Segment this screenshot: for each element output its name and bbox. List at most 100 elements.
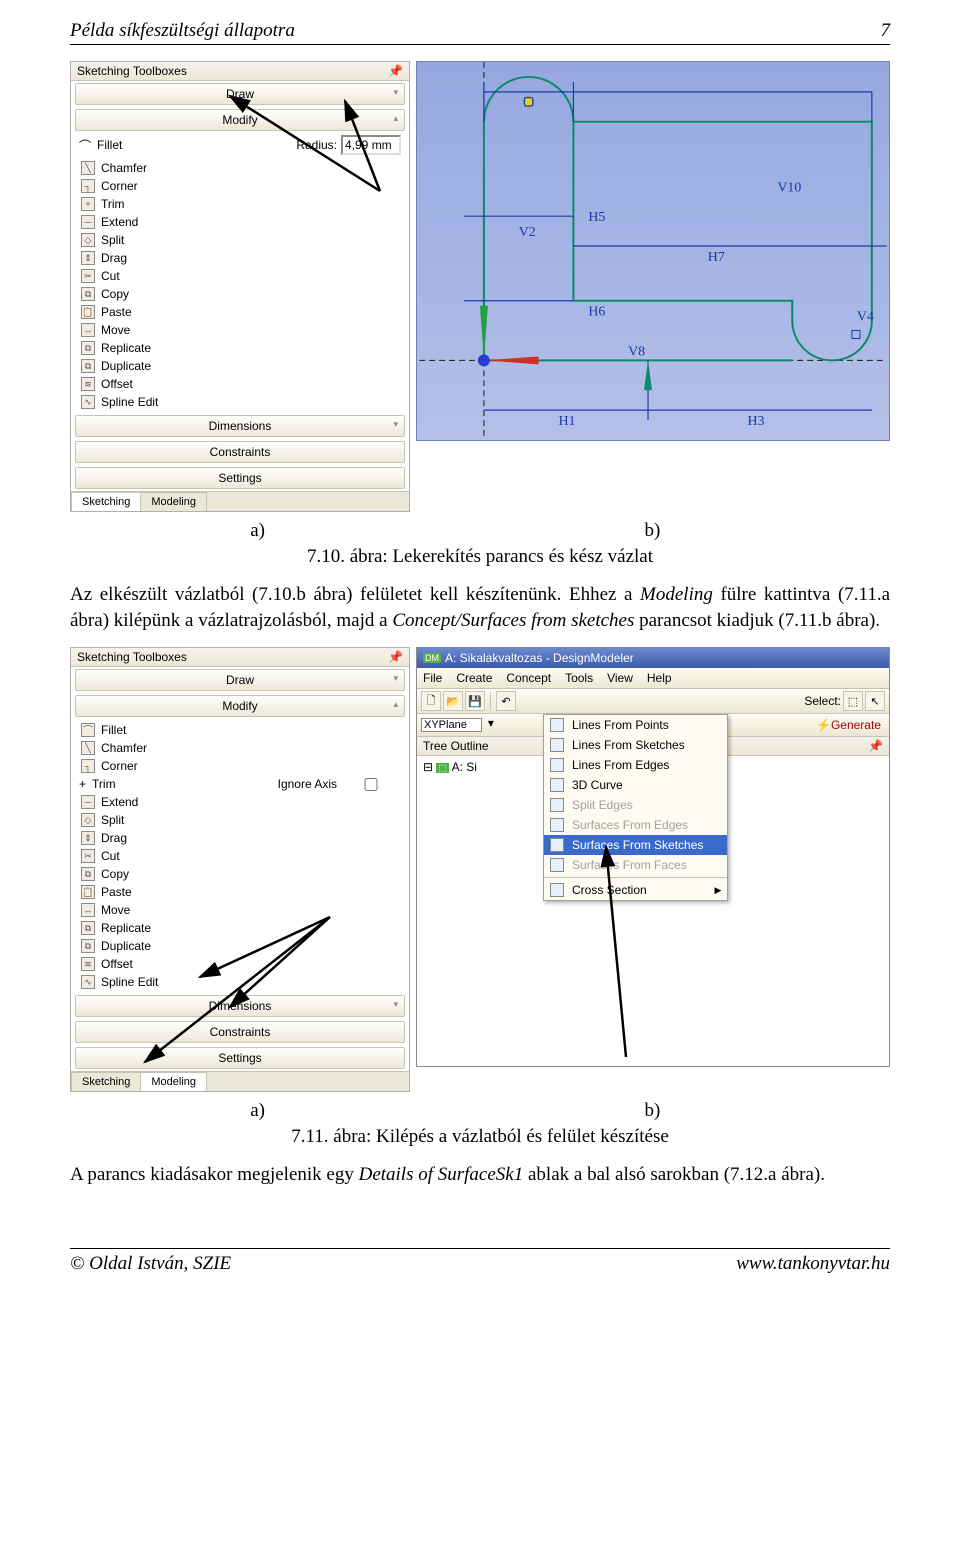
select-label: Select: (804, 694, 841, 708)
item-duplicate[interactable]: ⧉Duplicate (71, 357, 409, 375)
trim-label[interactable]: Trim (92, 777, 116, 791)
pin-icon[interactable]: 📌 (388, 64, 403, 78)
section-modify[interactable]: Modify (75, 695, 405, 717)
mi-lines-from-points[interactable]: Lines From Points (544, 715, 727, 735)
item-copy[interactable]: ⧉Copy (71, 285, 409, 303)
mi-icon (550, 883, 564, 897)
item-paste[interactable]: 📋Paste (71, 303, 409, 321)
mi-icon (550, 718, 564, 732)
mi-label: Split Edges (572, 798, 633, 812)
item-move[interactable]: ↔Move (71, 901, 409, 919)
item-split[interactable]: ◇ Split (71, 811, 409, 829)
sketching-toolboxes: Sketching Toolboxes 📌 Draw Modify ⌒ Fill… (70, 61, 410, 512)
plane-combo[interactable]: XYPlane (421, 718, 482, 732)
tab-sketching[interactable]: Sketching (71, 492, 141, 511)
menu-tools[interactable]: Tools (565, 671, 593, 685)
section-draw[interactable]: Draw (75, 669, 405, 691)
item-split[interactable]: ◇Split (71, 231, 409, 249)
item-drag[interactable]: ⇕Drag (71, 249, 409, 267)
item-move[interactable]: ↔Move (71, 321, 409, 339)
item-label: Split (101, 813, 124, 827)
section-dimensions[interactable]: Dimensions (75, 995, 405, 1017)
corner-icon: ┐ (81, 759, 95, 773)
section-constraints[interactable]: Constraints (75, 1021, 405, 1043)
ignore-axis-label: Ignore Axis (278, 777, 337, 791)
new-icon[interactable]: 🗋 (421, 691, 441, 711)
item-splineedit[interactable]: ∿Spline Edit (71, 393, 409, 411)
svg-text:V4: V4 (857, 310, 874, 325)
tab-modeling[interactable]: Modeling (140, 492, 207, 511)
item-paste[interactable]: 📋Paste (71, 883, 409, 901)
caption-7-10-labels: a) b) (70, 520, 890, 542)
mi-surf-from-sketches[interactable]: Surfaces From Sketches (544, 835, 727, 855)
select-icon[interactable]: ⬚ (843, 691, 863, 711)
tree-expand-icon[interactable]: ⊟ (423, 760, 433, 774)
open-icon[interactable]: 📂 (443, 691, 463, 711)
tree-root[interactable]: A: Si (452, 760, 477, 774)
item-copy[interactable]: ⧉Copy (71, 865, 409, 883)
plane-icon[interactable]: ▾ (488, 716, 506, 734)
section-settings[interactable]: Settings (75, 467, 405, 489)
menu-create[interactable]: Create (456, 671, 492, 685)
split-icon: ◇ (81, 813, 95, 827)
toolbar2-row1: 🗋 📂 💾 ↶ Select: ⬚ ↖ (417, 689, 889, 714)
tab-sketching[interactable]: Sketching (71, 1072, 141, 1091)
pin-icon[interactable]: 📌 (388, 650, 403, 664)
menu-concept[interactable]: Concept (506, 671, 551, 685)
item-extend[interactable]: ─Extend (71, 793, 409, 811)
svg-text:H6: H6 (588, 305, 605, 320)
item-drag[interactable]: ⇕Drag (71, 829, 409, 847)
section-modify[interactable]: Modify (75, 109, 405, 131)
item-trim[interactable]: +Trim (71, 195, 409, 213)
item-label: Cut (101, 849, 120, 863)
section-draw[interactable]: Draw (75, 83, 405, 105)
fillet-icon: ⌒ (81, 723, 95, 737)
item-cut[interactable]: ✂Cut (71, 267, 409, 285)
chamfer-icon: ╲ (81, 741, 95, 755)
item-replicate[interactable]: ⧉Replicate (71, 919, 409, 937)
sketching-toolboxes-2: Sketching Toolboxes 📌 Draw Modify ⌒Fille… (70, 647, 410, 1092)
menu-view[interactable]: View (607, 671, 633, 685)
undo-icon[interactable]: ↶ (496, 691, 516, 711)
mi-lines-from-edges[interactable]: Lines From Edges (544, 755, 727, 775)
item-corner[interactable]: ┐Corner (71, 757, 409, 775)
item-label: Duplicate (101, 359, 151, 373)
dm-mini-icon: ⬚ (436, 763, 449, 773)
mi-lines-from-sketches[interactable]: Lines From Sketches (544, 735, 727, 755)
mi-surf-from-faces: Surfaces From Faces (544, 855, 727, 875)
item-chamfer[interactable]: ╲Chamfer (71, 159, 409, 177)
item-offset[interactable]: ≋Offset (71, 375, 409, 393)
item-replicate[interactable]: ⧉Replicate (71, 339, 409, 357)
panel-b-7-11: DM A: Sikalakvaltozas - DesignModeler Fi… (416, 647, 890, 1092)
fillet-label[interactable]: Fillet (97, 138, 122, 152)
cursor-icon[interactable]: ↖ (865, 691, 885, 711)
mi-cross-section[interactable]: Cross Section▶ (544, 880, 727, 900)
menu-file[interactable]: File (423, 671, 442, 685)
item-duplicate[interactable]: ⧉Duplicate (71, 937, 409, 955)
generate-button[interactable]: ⚡Generate (812, 718, 885, 732)
section-dimensions[interactable]: Dimensions (75, 415, 405, 437)
item-offset[interactable]: ≋Offset (71, 955, 409, 973)
item-label: Copy (101, 287, 129, 301)
item-chamfer[interactable]: ╲Chamfer (71, 739, 409, 757)
section-constraints[interactable]: Constraints (75, 441, 405, 463)
item-splineedit[interactable]: ∿Spline Edit (71, 973, 409, 991)
section-settings[interactable]: Settings (75, 1047, 405, 1069)
item-fillet[interactable]: ⌒Fillet (71, 721, 409, 739)
mi-3d-curve[interactable]: 3D Curve (544, 775, 727, 795)
tab-modeling[interactable]: Modeling (140, 1072, 207, 1091)
svg-text:H5: H5 (588, 210, 605, 225)
toolboxes-title-row: Sketching Toolboxes 📌 (71, 648, 409, 667)
item-extend[interactable]: ─Extend (71, 213, 409, 231)
ignore-axis-checkbox[interactable] (341, 778, 401, 791)
item-cut[interactable]: ✂Cut (71, 847, 409, 865)
text-it: Concept/Surfaces from sketches (392, 610, 634, 631)
item-label: Drag (101, 831, 127, 845)
text: ablak a bal alsó sarokban (7.12.a ábra). (523, 1164, 825, 1185)
item-corner[interactable]: ┐Corner (71, 177, 409, 195)
mi-icon (550, 778, 564, 792)
pin-icon[interactable]: 📌 (868, 739, 883, 753)
save-icon[interactable]: 💾 (465, 691, 485, 711)
radius-input[interactable] (341, 135, 401, 155)
menu-help[interactable]: Help (647, 671, 672, 685)
